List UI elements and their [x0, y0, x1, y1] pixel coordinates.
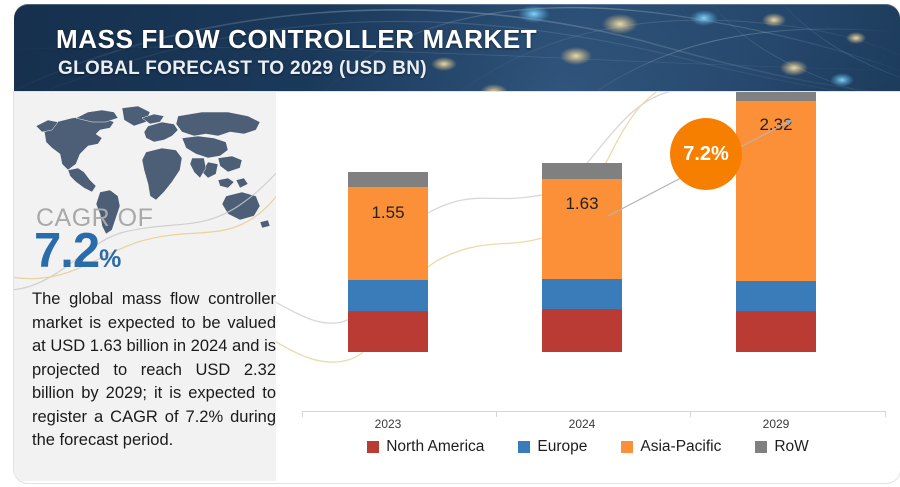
page-subtitle: GLOBAL FORECAST TO 2029 (USD BN) — [58, 58, 427, 79]
legend-swatch-north-america — [367, 441, 380, 453]
legend-item-north-america[interactable]: North America — [367, 438, 484, 456]
cagr-value: 7.2% — [34, 224, 121, 278]
bar-segment-north-america-2029 — [736, 311, 816, 352]
bar-total-label-2024: 1.63 — [565, 194, 599, 213]
bar-segment-row-2024 — [542, 163, 622, 179]
bar-segment-north-america-2023 — [348, 311, 428, 352]
legend-label-row: RoW — [774, 438, 809, 455]
header-banner: MASS FLOW CONTROLLER MARKET GLOBAL FOREC… — [14, 4, 900, 92]
bar-segment-asia-pacific-2023 — [348, 187, 428, 280]
axis-tick — [302, 411, 303, 417]
legend-label-europe: Europe — [537, 438, 588, 455]
legend-swatch-row — [755, 441, 768, 453]
bar-segment-row-2023 — [348, 172, 428, 187]
summary-paragraph: The global mass flow controller market i… — [32, 290, 276, 449]
legend-item-row[interactable]: RoW — [755, 438, 809, 456]
category-label-2029: 2029 — [762, 417, 790, 431]
bar-segment-row-2029 — [736, 92, 816, 101]
x-axis-line — [302, 411, 886, 412]
axis-tick — [496, 411, 497, 417]
cagr-number: 7.2 — [34, 224, 100, 278]
summary-sidebar: CAGR OF 7.2% The global mass flow contro… — [14, 92, 276, 481]
bar-2023 — [348, 172, 428, 352]
category-label-2023: 2023 — [374, 417, 402, 431]
legend-item-asia-pacific[interactable]: Asia-Pacific — [621, 438, 721, 456]
legend-swatch-europe — [518, 441, 531, 453]
legend-label-asia-pacific: Asia-Pacific — [640, 438, 722, 455]
cagr-bubble-label: 7.2% — [683, 142, 729, 165]
chart-legend: North America Europe Asia-Pacific RoW — [276, 432, 900, 462]
legend-swatch-asia-pacific — [621, 441, 634, 453]
content-card: CAGR OF 7.2% The global mass flow contro… — [14, 92, 900, 483]
axis-tick — [885, 411, 886, 417]
category-label-2024: 2024 — [568, 417, 596, 431]
bar-segment-north-america-2024 — [542, 309, 622, 352]
axis-tick — [690, 411, 691, 417]
page-title: MASS FLOW CONTROLLER MARKET — [56, 24, 538, 54]
cagr-bubble: 7.2% — [670, 118, 742, 190]
plot-area: 1.55 2023 1.63 2024 2.32 — [276, 92, 900, 431]
bar-segment-europe-2023 — [348, 280, 428, 311]
bar-segment-europe-2024 — [542, 279, 622, 309]
bar-2024 — [542, 163, 622, 352]
bar-total-label-2029: 2.32 — [759, 115, 793, 134]
cagr-percent-symbol: % — [99, 245, 121, 273]
bar-segment-europe-2029 — [736, 281, 816, 311]
legend-label-north-america: North America — [386, 438, 485, 455]
legend-item-europe[interactable]: Europe — [518, 438, 587, 456]
cagr-caption: CAGR OF — [36, 204, 154, 232]
chart-panel: 1.55 2023 1.63 2024 2.32 — [276, 92, 900, 481]
bar-total-label-2023: 1.55 — [371, 203, 405, 222]
